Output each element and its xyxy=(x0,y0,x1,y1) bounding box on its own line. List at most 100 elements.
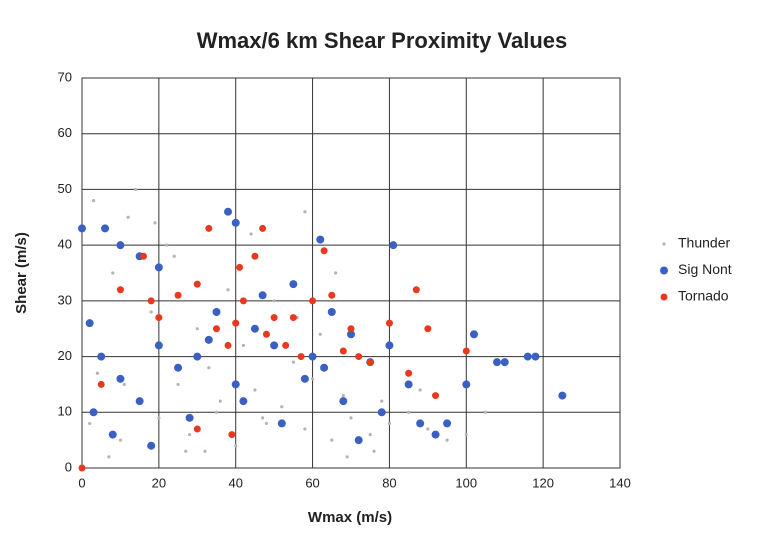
data-point xyxy=(385,341,394,350)
data-point xyxy=(300,374,309,383)
data-point xyxy=(147,297,155,305)
data-point xyxy=(88,421,92,426)
data-point xyxy=(464,432,468,437)
data-point xyxy=(483,410,488,414)
data-point xyxy=(297,353,305,361)
data-point xyxy=(234,444,238,448)
data-point xyxy=(270,314,278,322)
data-point xyxy=(155,314,163,322)
data-point xyxy=(308,352,317,361)
data-point xyxy=(154,341,163,350)
data-point xyxy=(261,416,265,420)
data-point xyxy=(174,363,183,372)
data-point xyxy=(347,325,355,333)
data-point xyxy=(277,419,286,428)
data-point xyxy=(443,419,452,428)
data-point xyxy=(228,431,236,439)
legend-marker xyxy=(660,266,668,275)
data-point xyxy=(493,358,502,367)
data-point xyxy=(249,232,253,236)
data-point xyxy=(404,380,413,389)
data-point xyxy=(462,380,471,389)
legend-label: Tornado xyxy=(678,288,729,304)
data-point xyxy=(193,280,201,288)
x-tick-label: 100 xyxy=(455,475,477,490)
data-point xyxy=(172,254,176,258)
data-point xyxy=(135,397,144,406)
data-point xyxy=(327,308,336,316)
y-tick-label: 20 xyxy=(58,348,72,363)
data-point xyxy=(232,319,240,327)
legend-marker xyxy=(662,242,666,246)
data-point xyxy=(203,449,207,453)
data-point xyxy=(101,224,110,233)
data-point xyxy=(253,388,257,392)
data-point xyxy=(500,358,509,367)
data-point xyxy=(431,430,440,439)
data-point xyxy=(380,399,384,403)
data-point xyxy=(303,210,307,214)
data-point xyxy=(347,330,355,339)
data-point xyxy=(258,291,267,300)
data-point xyxy=(320,247,328,255)
data-point xyxy=(95,371,99,375)
data-point xyxy=(349,416,353,420)
data-point xyxy=(416,419,425,428)
data-point xyxy=(149,310,153,314)
data-point xyxy=(377,408,386,417)
data-point xyxy=(418,388,422,392)
data-point xyxy=(339,347,347,355)
y-tick-label: 0 xyxy=(65,459,72,474)
data-point xyxy=(424,325,432,333)
data-point xyxy=(78,464,86,472)
data-point xyxy=(318,332,322,336)
x-tick-label: 80 xyxy=(382,475,396,490)
data-point xyxy=(97,380,105,388)
data-point xyxy=(469,330,478,339)
data-point xyxy=(289,314,297,322)
plot-area xyxy=(81,77,621,469)
data-point xyxy=(387,421,392,426)
data-point xyxy=(354,436,363,445)
data-point xyxy=(328,291,336,299)
x-tick-label: 60 xyxy=(305,475,319,490)
data-point xyxy=(368,432,372,437)
data-point xyxy=(280,405,284,409)
y-tick-label: 30 xyxy=(58,292,72,307)
data-point xyxy=(214,410,219,414)
data-point xyxy=(134,187,138,192)
data-point xyxy=(239,397,248,406)
legend-marker xyxy=(660,293,668,301)
data-point xyxy=(259,224,267,232)
x-tick-label: 40 xyxy=(228,475,242,490)
data-point xyxy=(282,341,290,349)
data-point xyxy=(432,392,440,400)
data-point xyxy=(193,352,202,361)
data-point xyxy=(78,224,86,233)
data-point xyxy=(226,288,230,292)
data-point xyxy=(339,397,348,406)
data-point xyxy=(372,449,376,453)
data-point xyxy=(212,308,221,316)
data-point xyxy=(195,327,199,331)
data-point xyxy=(204,335,213,344)
data-point xyxy=(531,352,540,361)
data-point xyxy=(91,198,96,203)
legend-label: Thunder xyxy=(678,235,730,251)
data-point xyxy=(241,343,245,348)
y-tick-label: 70 xyxy=(58,69,72,84)
data-point xyxy=(309,297,317,305)
data-point xyxy=(147,441,156,450)
data-point xyxy=(213,325,220,333)
x-axis-label: Wmax (m/s) xyxy=(308,509,392,526)
data-point xyxy=(188,432,192,437)
data-point xyxy=(108,430,117,439)
data-point xyxy=(426,427,430,431)
data-point xyxy=(330,438,334,442)
data-point xyxy=(289,280,298,289)
data-point xyxy=(462,347,470,355)
data-point xyxy=(224,207,233,216)
y-axis-label: Shear (m/s) xyxy=(13,232,30,314)
data-point xyxy=(164,243,169,247)
